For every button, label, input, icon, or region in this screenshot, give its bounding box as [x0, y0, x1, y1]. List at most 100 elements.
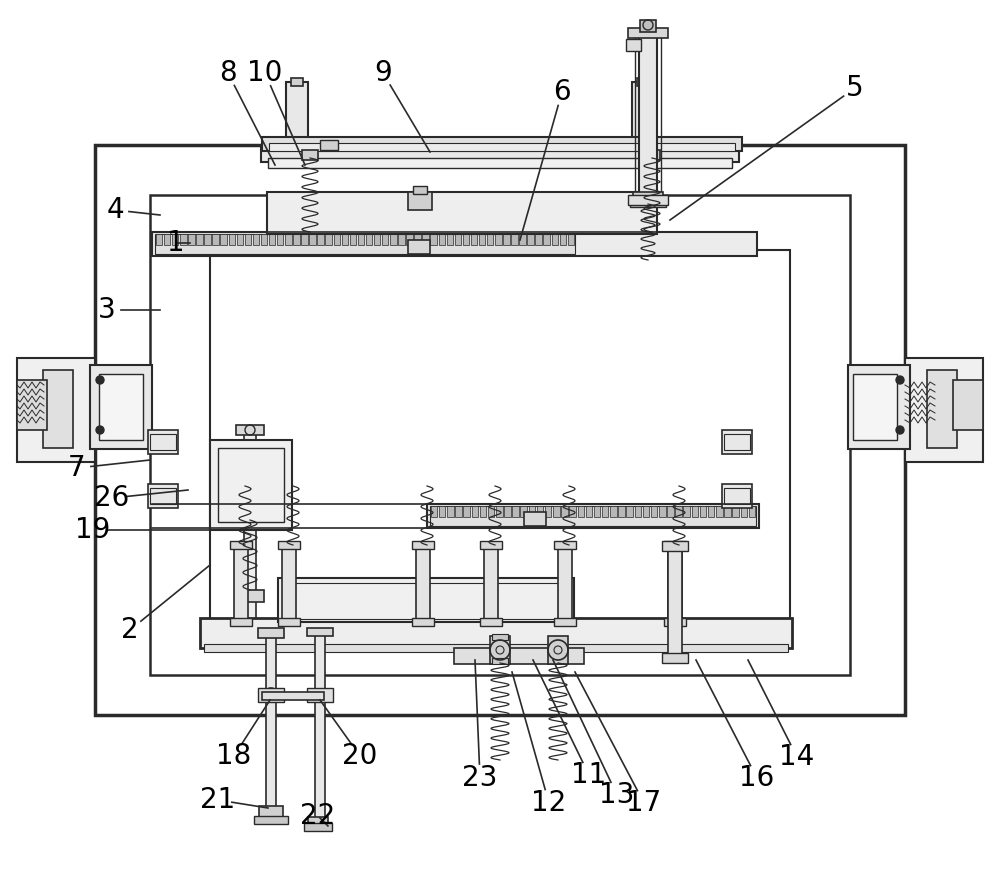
Bar	[905, 358, 983, 462]
Text: 16: 16	[739, 764, 775, 792]
Text: 3: 3	[98, 296, 116, 324]
Bar	[414, 234, 421, 245]
Bar	[741, 506, 747, 517]
Bar	[408, 240, 430, 254]
Text: 11: 11	[571, 761, 607, 789]
Bar	[632, 82, 654, 150]
Bar	[302, 150, 318, 160]
Bar	[455, 234, 461, 245]
Bar	[266, 632, 276, 810]
Bar	[234, 545, 248, 620]
Bar	[237, 234, 243, 245]
Bar	[17, 358, 95, 462]
Bar	[675, 506, 682, 517]
Bar	[228, 234, 235, 245]
Bar	[286, 82, 308, 150]
Bar	[204, 234, 211, 245]
Bar	[218, 448, 284, 522]
Bar	[374, 234, 380, 245]
Bar	[643, 506, 649, 517]
Text: 9: 9	[374, 59, 392, 87]
Bar	[413, 186, 427, 194]
Bar	[90, 365, 152, 449]
Bar	[722, 484, 752, 508]
Bar	[262, 137, 742, 151]
Bar	[463, 234, 469, 245]
Bar	[447, 234, 453, 245]
Bar	[277, 234, 283, 245]
Bar	[927, 370, 957, 448]
Text: 18: 18	[216, 742, 252, 770]
Bar	[561, 506, 568, 517]
Bar	[269, 143, 735, 151]
Bar	[430, 506, 756, 526]
Circle shape	[96, 426, 104, 434]
Bar	[548, 636, 568, 664]
Bar	[210, 440, 292, 530]
Bar	[148, 484, 178, 508]
Bar	[637, 78, 649, 86]
Bar	[853, 374, 897, 440]
Bar	[150, 195, 850, 675]
Text: 13: 13	[599, 781, 635, 809]
Bar	[43, 370, 73, 448]
Bar	[724, 488, 750, 504]
Bar	[700, 506, 706, 517]
Bar	[520, 506, 527, 517]
Bar	[17, 380, 47, 430]
Bar	[334, 234, 340, 245]
Bar	[230, 541, 252, 549]
Bar	[554, 541, 576, 549]
Bar	[325, 234, 332, 245]
Bar	[412, 541, 434, 549]
Bar	[479, 234, 485, 245]
Bar	[148, 430, 178, 454]
Bar	[668, 545, 682, 620]
Bar	[269, 234, 275, 245]
Bar	[447, 506, 454, 517]
Bar	[463, 506, 470, 517]
Bar	[659, 506, 666, 517]
Bar	[398, 234, 405, 245]
Bar	[578, 506, 584, 517]
Bar	[293, 234, 300, 245]
Bar	[664, 618, 686, 626]
Circle shape	[896, 376, 904, 384]
Bar	[156, 234, 162, 245]
Bar	[749, 506, 755, 517]
Bar	[301, 234, 308, 245]
Bar	[210, 250, 790, 620]
Text: 23: 23	[462, 764, 498, 792]
Bar	[560, 234, 566, 245]
Bar	[503, 234, 510, 245]
Bar	[438, 234, 445, 245]
Bar	[439, 506, 445, 517]
Bar	[430, 234, 437, 245]
Bar	[628, 195, 668, 205]
Bar	[524, 512, 546, 526]
Bar	[568, 234, 574, 245]
Bar	[155, 234, 575, 254]
Bar	[278, 578, 574, 622]
Bar	[282, 545, 296, 620]
Bar	[683, 506, 690, 517]
Text: 5: 5	[846, 74, 864, 102]
Bar	[472, 506, 478, 517]
Bar	[427, 504, 759, 528]
Bar	[537, 506, 543, 517]
Bar	[692, 506, 698, 517]
Bar	[626, 39, 641, 51]
Bar	[200, 618, 792, 648]
Text: 19: 19	[75, 516, 111, 544]
Bar	[412, 618, 434, 626]
Bar	[492, 634, 508, 640]
Bar	[495, 234, 502, 245]
Bar	[635, 32, 661, 202]
Bar	[519, 234, 526, 245]
Bar	[172, 234, 178, 245]
Bar	[261, 234, 267, 245]
Bar	[558, 545, 572, 620]
Bar	[668, 545, 682, 655]
Bar	[630, 199, 666, 207]
Text: 8: 8	[219, 59, 237, 87]
